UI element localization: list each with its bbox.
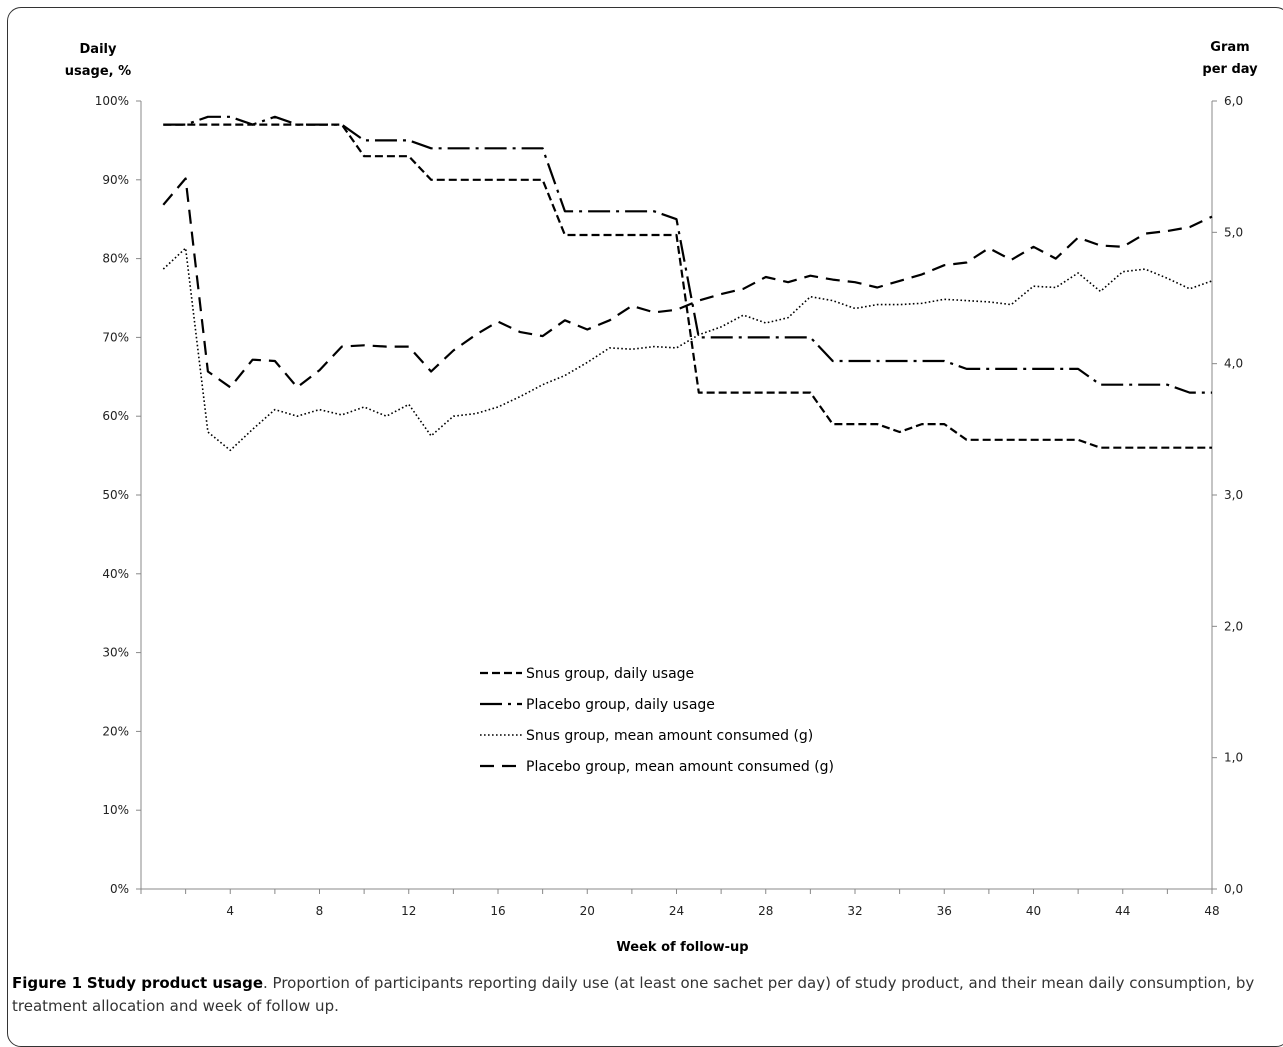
x-tick-label: 48 — [1204, 904, 1219, 918]
figure-caption: Figure 1 Study product usage. Proportion… — [12, 972, 1274, 1018]
y-left-tick-label: 90% — [102, 173, 129, 187]
series-1 — [163, 123, 1212, 449]
y-right-tick-label: 1,0 — [1224, 751, 1243, 765]
x-tick-label: 36 — [937, 904, 952, 918]
series-2 — [163, 115, 1212, 394]
legend-label: Snus group, mean amount consumed (g) — [526, 728, 813, 744]
x-tick-label: 12 — [401, 904, 416, 918]
legend-item: Placebo group, daily usage — [480, 697, 715, 713]
y-right-tick-label: 6,0 — [1224, 94, 1243, 108]
x-tick-label: 16 — [490, 904, 505, 918]
y-left-tick-label: 20% — [102, 724, 129, 738]
y-right-tick-label: 5,0 — [1224, 225, 1243, 239]
y-axis-right-title: Gram — [1210, 40, 1249, 55]
caption-text: . Proportion of participants reporting d… — [12, 974, 1255, 1015]
series-3 — [162, 247, 1213, 452]
y-right-tick-label: 4,0 — [1224, 357, 1243, 371]
line-chart: 0% 10% 20% 30% 40% 50% 60% 70% 80% 90% 100% 0,0 1,0 2… — [65, 40, 1258, 955]
y-left-tick-label: 50% — [102, 488, 129, 502]
x-axis-title: Week of follow-up — [616, 940, 748, 955]
y-left-tick-label: 100% — [95, 94, 129, 108]
series-line — [163, 123, 1212, 449]
series-layer — [162, 115, 1213, 452]
series-line — [162, 177, 1213, 389]
legend-label: Placebo group, daily usage — [526, 697, 715, 713]
legend-item: Snus group, daily usage — [480, 666, 694, 682]
legend-label: Snus group, daily usage — [526, 666, 694, 682]
x-tick-label: 24 — [669, 904, 684, 918]
legend-label: Placebo group, mean amount consumed (g) — [526, 759, 834, 775]
caption-label: Figure 1 — [12, 974, 83, 992]
caption-title: Study product usage — [86, 974, 263, 992]
x-tick-label: 20 — [580, 904, 595, 918]
legend: Snus group, daily usage Placebo group, da… — [480, 666, 834, 775]
series-4 — [162, 177, 1213, 389]
y-axis-left-title: Daily — [80, 42, 117, 57]
x-tick-label: 40 — [1026, 904, 1041, 918]
y-axis-left-title: usage, % — [65, 64, 131, 79]
y-left-tick-label: 30% — [102, 646, 129, 660]
legend-item: Placebo group, mean amount consumed (g) — [480, 759, 834, 775]
x-tick-label: 44 — [1115, 904, 1130, 918]
y-right-tick-label: 2,0 — [1224, 619, 1243, 633]
y-left-tick-label: 0% — [110, 882, 129, 896]
x-tick-label: 8 — [316, 904, 324, 918]
legend-item: Snus group, mean amount consumed (g) — [480, 728, 813, 744]
x-tick-label: 4 — [226, 904, 234, 918]
series-line — [162, 247, 1213, 452]
y-left-tick-label: 10% — [102, 803, 129, 817]
y-left-tick-label: 60% — [102, 409, 129, 423]
x-tick-label: 28 — [758, 904, 773, 918]
y-left-tick-label: 80% — [102, 252, 129, 266]
axes-layer: 0% 10% 20% 30% 40% 50% 60% 70% 80% 90% 100% 0,0 1,0 2… — [65, 40, 1258, 955]
x-tick-label: 32 — [847, 904, 862, 918]
series-line — [163, 115, 1212, 394]
y-right-tick-label: 0,0 — [1224, 882, 1243, 896]
y-left-tick-label: 70% — [102, 330, 129, 344]
y-right-tick-label: 3,0 — [1224, 488, 1243, 502]
y-left-tick-label: 40% — [102, 567, 129, 581]
y-axis-right-title: per day — [1202, 62, 1258, 77]
